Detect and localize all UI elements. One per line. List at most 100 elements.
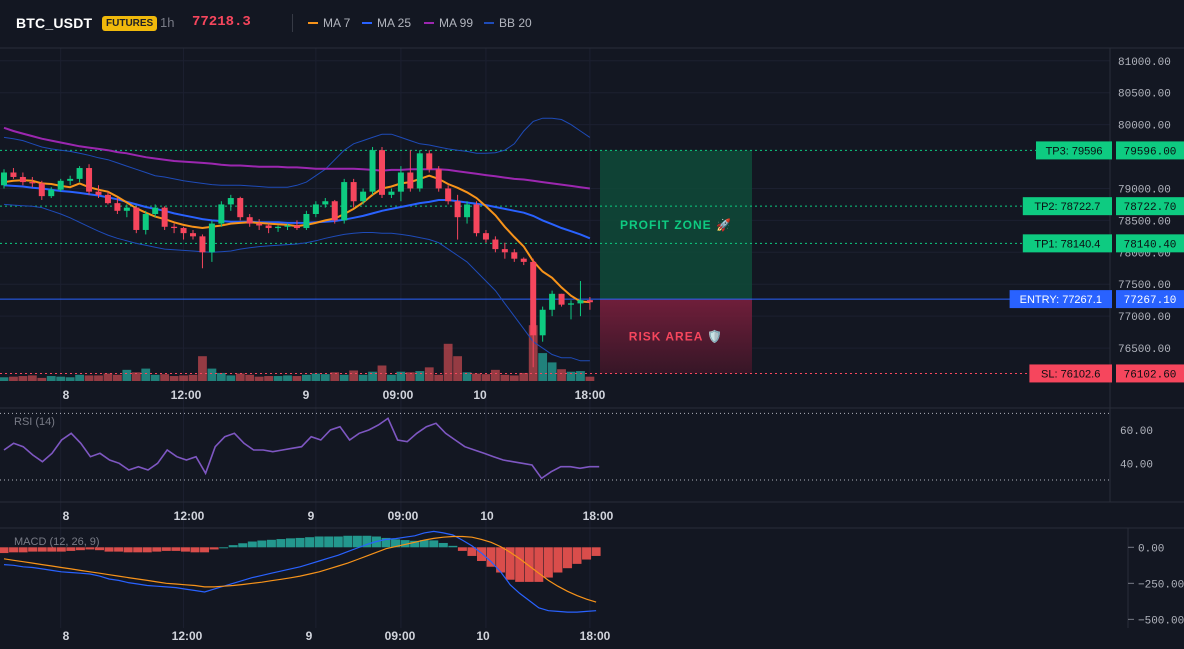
candle-body (284, 225, 291, 227)
candle-body (57, 180, 64, 190)
volume-bar (547, 362, 557, 381)
macd-histogram-bar (381, 537, 391, 548)
price-tick-label: 76500.00 (1118, 344, 1171, 356)
candle-body (520, 258, 527, 262)
volume-bar (122, 369, 132, 381)
tp3-price-tag (1116, 141, 1184, 160)
macd-histogram-bar (572, 547, 582, 564)
macd-histogram-bar (152, 547, 162, 552)
candle-body (104, 194, 111, 204)
candle-body (379, 150, 385, 195)
entry-price-tag (1116, 290, 1184, 309)
volume-bar (169, 376, 179, 381)
legend-ma99[interactable]: MA 99 (424, 16, 473, 30)
symbol-name[interactable]: BTC_USDT (16, 15, 93, 31)
candle-body (530, 261, 537, 336)
macd-histogram-bar (562, 547, 572, 569)
candle-body (246, 217, 253, 224)
candle-body (38, 183, 45, 197)
volume-bar (226, 375, 236, 381)
volume-bar (538, 353, 548, 381)
macd-pane: 0.00 −250.00 −500.00 (0, 530, 1184, 627)
macd-histogram-bar (266, 539, 276, 548)
volume-bar (302, 374, 311, 381)
candle-body (48, 189, 55, 197)
candle-body (388, 191, 395, 195)
candle-body (180, 228, 187, 234)
macd-histogram-bar (362, 535, 372, 548)
macd-histogram-bar (467, 547, 477, 556)
tp3-tag (1036, 141, 1112, 160)
candle-body (142, 214, 149, 230)
time-tick-label: 18:00 (583, 509, 614, 523)
legend-ma7[interactable]: MA 7 (308, 16, 350, 30)
macd-histogram-bar (410, 540, 420, 548)
time-tick-label: 10 (480, 509, 494, 523)
time-tick-label: 09:00 (388, 509, 419, 523)
volume-bar (368, 371, 377, 381)
price-tick-label: 77000.00 (1118, 312, 1171, 324)
volume-bar (349, 370, 359, 381)
sl-price-tag (1116, 364, 1184, 383)
legend-bb20-label: BB 20 (499, 16, 532, 30)
candle-body (208, 223, 215, 253)
volume-bar (405, 372, 415, 381)
macd-histogram-bar (286, 538, 295, 548)
legend-ma25[interactable]: MA 25 (362, 16, 411, 30)
volume-bar (46, 376, 56, 381)
rsi-title: RSI (14) (14, 416, 55, 428)
profit-zone (600, 150, 752, 300)
macd-histogram-bar (257, 540, 267, 548)
macd-histogram-bar (47, 547, 57, 552)
tp2-tag (1022, 197, 1112, 216)
macd-tick-label: −250.00 (1138, 579, 1184, 591)
time-axis-macd: 8 12:00 9 09:00 10 18:00 (63, 629, 611, 643)
volume-bars (0, 325, 595, 381)
volume-bar (330, 372, 340, 381)
candle-body (454, 201, 461, 218)
ma25-line (3, 184, 591, 240)
macd-histogram-bar (85, 547, 95, 550)
volume-bar (491, 369, 500, 381)
macd-histogram-bar (9, 547, 19, 553)
price-tick-label: 79000.00 (1118, 184, 1171, 196)
level-tags: TP3: 79596 79596.00 TP2: 78722.7 78722.70 TP… (1009, 141, 1184, 383)
volume-bar (576, 371, 585, 381)
candle-body (416, 153, 423, 189)
tp3-tag-label: TP3: 79596 (1046, 145, 1103, 157)
volume-bar (235, 373, 245, 381)
tp2-price-tag-label: 78722.70 (1124, 202, 1177, 214)
volume-bar (56, 376, 66, 381)
time-tick-label: 8 (63, 388, 70, 402)
candle-body (29, 182, 36, 184)
macd-histogram-bar (0, 547, 9, 554)
sl-price-tag-label: 76102.60 (1124, 369, 1177, 381)
macd-tick-label: 0.00 (1138, 543, 1164, 555)
timeframe-label[interactable]: 1h (160, 15, 175, 30)
tp1-price-tag (1116, 234, 1184, 253)
legend-bb20[interactable]: BB 20 (484, 16, 532, 30)
macd-histogram-bar (352, 535, 362, 548)
volume-bar (557, 369, 566, 381)
candle-body (369, 150, 376, 192)
bb20-swatch (484, 22, 494, 24)
macd-histogram-bar (438, 542, 448, 548)
macd-histogram-bar (56, 547, 66, 552)
candle-body (227, 198, 234, 205)
volume-bar (84, 375, 94, 381)
time-tick-label: 09:00 (385, 629, 416, 643)
macd-histogram-bar (505, 547, 515, 580)
ma7-swatch (308, 22, 318, 24)
candle-body (407, 172, 414, 189)
signal-line (3, 535, 597, 603)
candle-body (435, 169, 442, 189)
candle-body (473, 204, 480, 234)
macd-histogram-bar (305, 537, 315, 548)
macd-histogram-bar (171, 547, 181, 551)
tp2-price-tag (1116, 197, 1184, 216)
candle-body (256, 223, 263, 226)
macd-histogram-bar (477, 547, 486, 561)
macd-histogram-bar (448, 545, 458, 548)
candle-body (350, 182, 357, 202)
